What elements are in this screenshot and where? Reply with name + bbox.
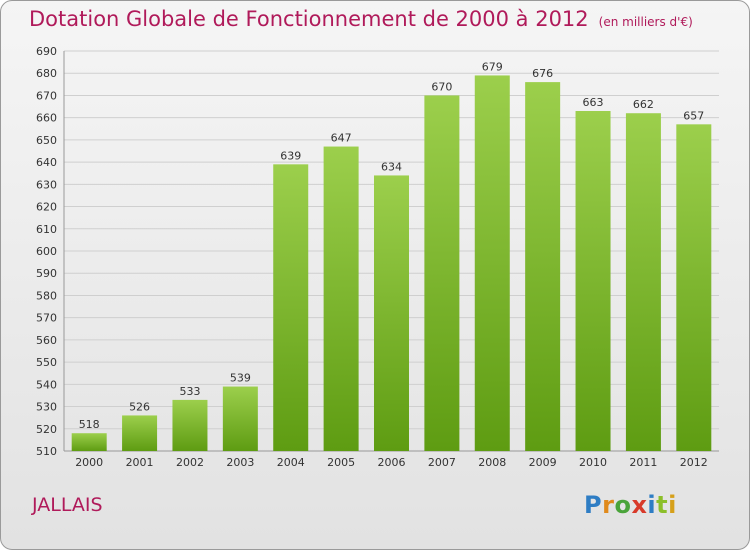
bar[interactable] (172, 399, 208, 451)
x-tick-label: 2001 (126, 456, 154, 469)
x-tick-label: 2007 (428, 456, 456, 469)
x-tick-label: 2004 (277, 456, 305, 469)
data-label: 639 (280, 149, 301, 162)
bars: 518 526 533 539 639 647 634 670 679 676 663 662 657 (71, 60, 712, 452)
y-tick-label: 650 (36, 134, 57, 147)
bar[interactable] (676, 124, 712, 451)
x-tick-label: 2005 (327, 456, 355, 469)
y-tick-label: 670 (36, 89, 57, 102)
y-tick-label: 660 (36, 112, 57, 125)
x-tick-label: 2006 (378, 456, 406, 469)
x-tick-label: 2010 (579, 456, 607, 469)
x-tick-label: 2008 (478, 456, 506, 469)
logo-letter: x (631, 491, 648, 519)
bar[interactable] (122, 415, 158, 451)
chart-title: Dotation Globale de Fonctionnement de 20… (29, 7, 693, 31)
data-label: 539 (230, 372, 251, 385)
bar[interactable] (374, 175, 409, 451)
bar[interactable] (222, 386, 258, 451)
logo-letter: o (614, 491, 632, 519)
bar[interactable] (474, 75, 510, 451)
y-tick-label: 520 (36, 423, 57, 436)
y-tick-label: 530 (36, 401, 57, 414)
logo-letter: t (656, 491, 669, 519)
x-tick-label: 2002 (176, 456, 204, 469)
commune-name: JALLAIS (32, 494, 103, 516)
y-tick-label: 550 (36, 356, 57, 369)
data-label: 679 (482, 60, 503, 73)
y-tick-label: 640 (36, 156, 57, 169)
data-label: 518 (79, 418, 100, 431)
bar[interactable] (525, 82, 561, 451)
logo-letter: P (584, 491, 603, 519)
data-label: 533 (179, 385, 200, 398)
logo-letter: i (668, 491, 677, 519)
bar[interactable] (273, 164, 309, 452)
data-label: 663 (583, 96, 604, 109)
data-label: 647 (331, 132, 352, 145)
y-tick-label: 570 (36, 312, 57, 325)
proxiti-logo[interactable]: Proxiti (584, 491, 677, 519)
logo-letter: r (602, 491, 615, 519)
bar[interactable] (71, 433, 107, 451)
x-tick-label: 2012 (680, 456, 708, 469)
y-tick-label: 630 (36, 178, 57, 191)
logo-letter: i (647, 491, 657, 519)
data-label: 634 (381, 160, 402, 173)
y-axis: 510 520 530 540 550 560 570 580 590 600 610 620 630 6… (36, 45, 719, 458)
x-tick-label: 2009 (529, 456, 557, 469)
data-label: 657 (683, 109, 704, 122)
y-tick-label: 540 (36, 378, 57, 391)
x-tick-label: 2003 (226, 456, 254, 469)
data-label: 662 (633, 98, 654, 111)
x-axis: 2000 2001 2002 2003 2004 2005 2006 2007 2008 2009… (75, 456, 708, 469)
data-label: 676 (532, 67, 553, 80)
data-label: 526 (129, 400, 150, 413)
bar[interactable] (323, 146, 359, 452)
y-tick-label: 620 (36, 201, 57, 214)
data-label: 670 (431, 80, 452, 93)
y-tick-label: 590 (36, 267, 57, 280)
y-tick-label: 510 (36, 445, 57, 458)
bar[interactable] (424, 95, 460, 451)
x-tick-label: 2011 (629, 456, 657, 469)
y-tick-label: 560 (36, 334, 57, 347)
chart-unit: (en milliers d'€) (598, 15, 693, 29)
bar[interactable] (625, 113, 661, 451)
y-tick-label: 690 (36, 45, 57, 58)
y-tick-label: 680 (36, 67, 57, 80)
bar[interactable] (575, 111, 611, 451)
y-tick-label: 610 (36, 223, 57, 236)
chart-title-text: Dotation Globale de Fonctionnement de 20… (29, 7, 589, 31)
y-tick-label: 580 (36, 289, 57, 302)
y-tick-label: 600 (36, 245, 57, 258)
x-tick-label: 2000 (75, 456, 103, 469)
